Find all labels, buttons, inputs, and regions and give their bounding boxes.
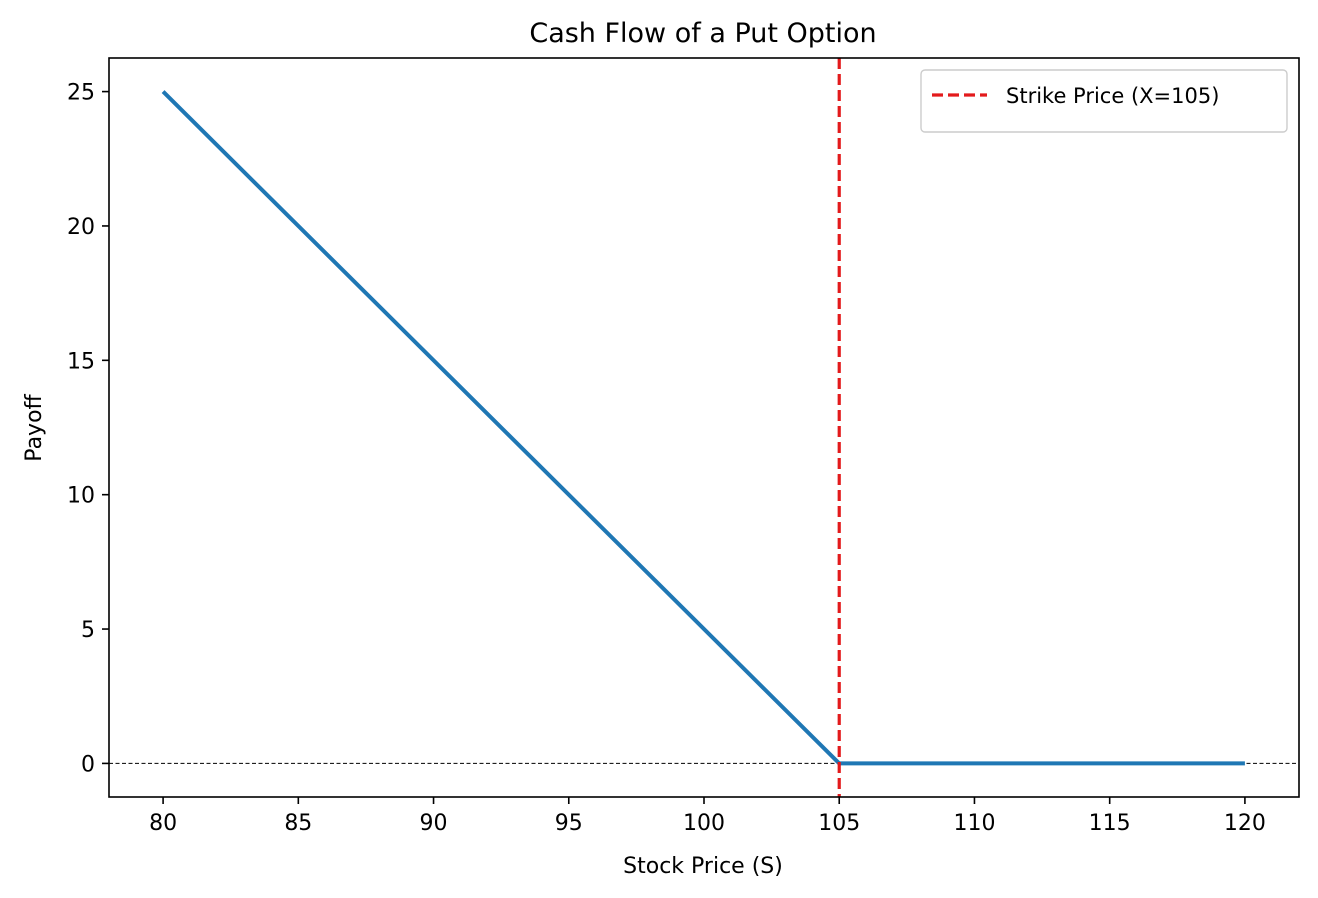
y-axis-ticks: 0 5 10 15 20 25 [67, 81, 109, 777]
chart-title: Cash Flow of a Put Option [529, 18, 876, 49]
y-tick-label: 25 [67, 81, 95, 106]
legend-label: Strike Price (X=105) [1006, 84, 1219, 108]
y-tick-label: 20 [67, 215, 95, 240]
x-tick-label: 120 [1224, 811, 1266, 836]
legend-box [920, 69, 1288, 133]
x-tick-label: 100 [683, 811, 725, 836]
legend: Strike Price (X=105) [920, 69, 1288, 133]
y-tick-label: 0 [81, 752, 95, 777]
x-tick-label: 80 [149, 811, 177, 836]
x-tick-label: 115 [1089, 811, 1131, 836]
x-tick-label: 95 [555, 811, 583, 836]
y-tick-label: 10 [67, 484, 95, 509]
plot-area [109, 58, 1299, 797]
x-axis-ticks: 80 85 90 95 100 105 110 115 120 [149, 797, 1266, 836]
x-tick-label: 90 [420, 811, 448, 836]
y-tick-label: 15 [67, 349, 95, 374]
x-tick-label: 85 [284, 811, 312, 836]
y-tick-label: 5 [81, 618, 95, 643]
x-axis-title: Stock Price (S) [623, 854, 783, 879]
x-tick-label: 110 [953, 811, 995, 836]
y-axis-title: Payoff [22, 393, 47, 461]
x-tick-label: 105 [818, 811, 860, 836]
